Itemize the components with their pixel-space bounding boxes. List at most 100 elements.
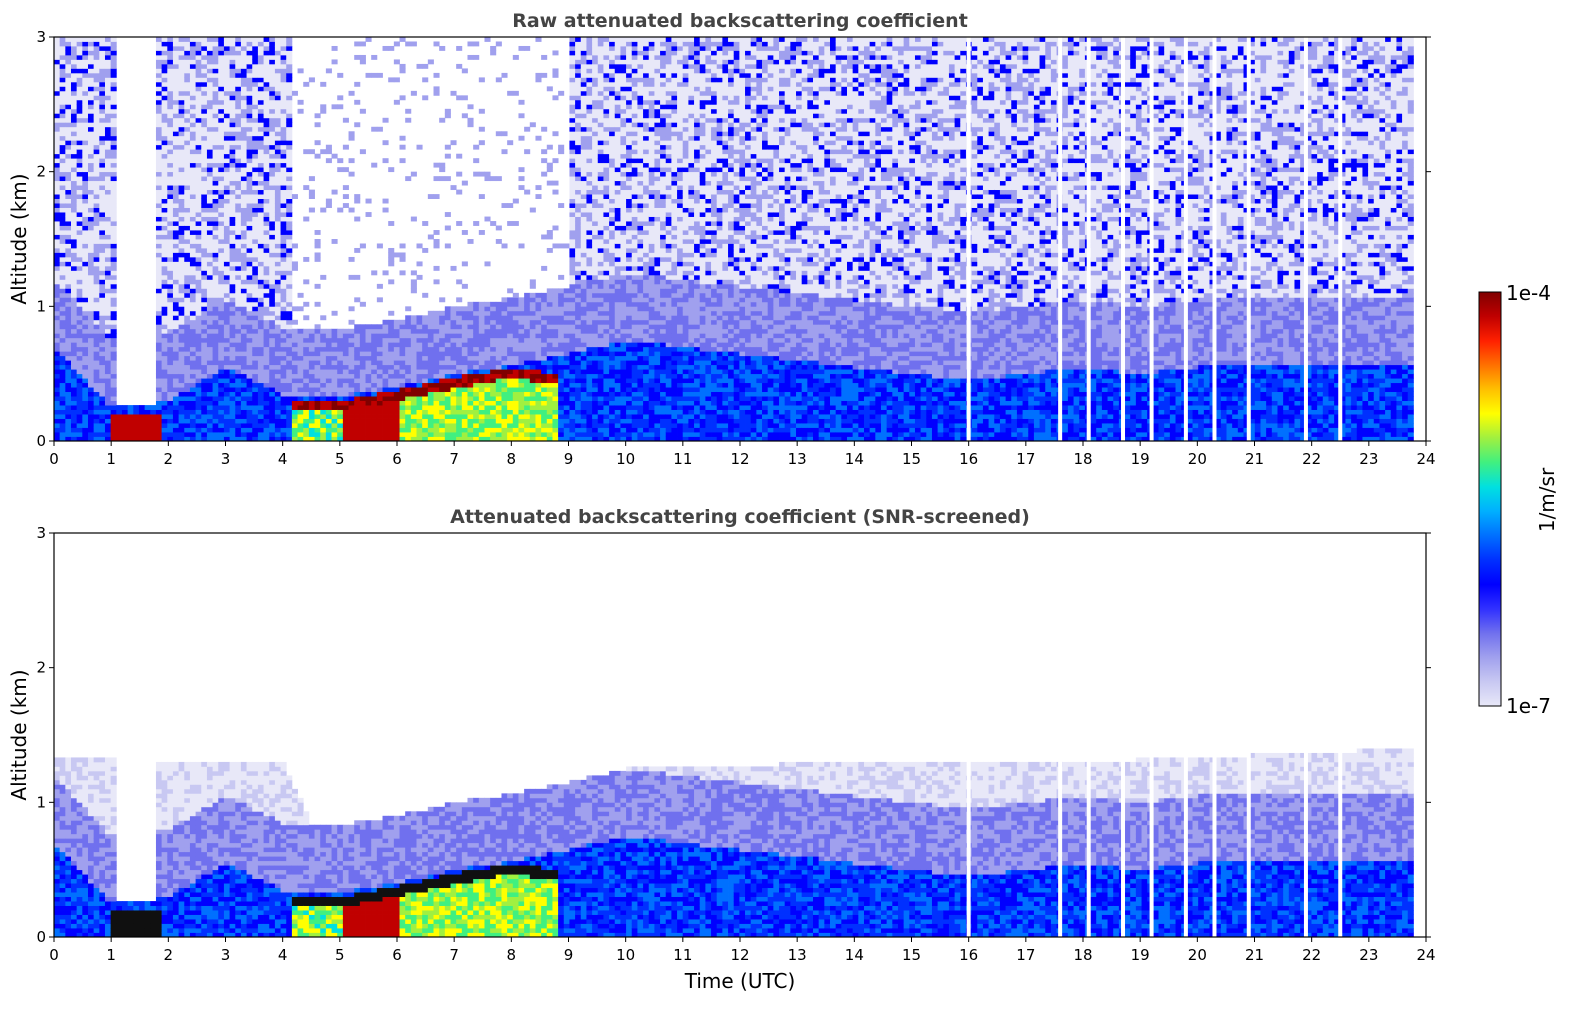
heatmap-cell [354,396,361,401]
heatmap-cell [393,405,400,410]
heatmap-cell [303,301,310,307]
heatmap-cell [422,378,429,384]
heatmap-cell [274,162,281,168]
heatmap-cell [76,72,83,78]
heatmap-cell [82,95,89,101]
heatmap-cell [195,212,202,217]
heatmap-cell [246,230,253,235]
heatmap-cell [484,369,491,375]
heatmap-cell [563,364,570,370]
heatmap-cell [172,400,180,406]
heatmap-cell [320,108,327,114]
heatmap-cell [59,86,66,92]
heatmap-cell [490,432,497,437]
heatmap-cell [178,274,185,280]
heatmap-cell [93,315,100,321]
heatmap-cell [348,328,355,334]
heatmap-cell [218,351,225,357]
heatmap-cell [184,247,191,253]
heatmap-cell [172,418,180,424]
heatmap-cell [280,221,287,226]
heatmap-cell [167,140,174,146]
heatmap-cell [484,360,491,366]
heatmap-cell [223,396,230,401]
heatmap-cell [76,324,83,330]
heatmap-cell [263,414,270,419]
heatmap-cell [286,274,293,280]
heatmap-cell [235,234,242,240]
heatmap-cell [388,279,395,285]
heatmap-cell [473,436,480,441]
heatmap-cell [155,77,163,83]
heatmap-cell [76,319,83,325]
heatmap-cell [76,122,83,128]
heatmap-cell [70,185,78,191]
heatmap-cell [337,396,344,401]
heatmap-cell [155,59,163,65]
heatmap-cell [495,333,502,339]
heatmap-cell [59,77,66,83]
heatmap-cell [569,261,576,267]
heatmap-cell [274,346,281,352]
heatmap-cell [541,315,548,321]
heatmap-cell [104,427,112,433]
heatmap-cell [325,382,332,388]
heatmap-cell [189,396,196,401]
heatmap-cell [229,135,236,141]
heatmap-cell [274,310,281,316]
heatmap-cell [393,351,400,357]
heatmap-cell [416,315,423,321]
heatmap-cell [444,144,451,150]
heatmap-cell [246,369,253,375]
heatmap-cell [456,189,463,195]
heatmap-cell [99,396,106,401]
heatmap-cell [99,288,106,294]
heatmap-cell [178,261,185,267]
heatmap-cell [65,301,72,307]
heatmap-cell [212,270,219,276]
heatmap-cell [507,306,514,312]
heatmap-cell [382,364,389,370]
heatmap-cell [269,45,276,51]
heatmap-cell [546,315,553,321]
heatmap-cell [337,364,344,370]
heatmap-cell [274,68,281,74]
heatmap-cell [240,283,247,289]
heatmap-cell [65,324,72,330]
raw-panel-title: Raw attenuated backscattering coefficien… [512,10,968,32]
heatmap-cell [512,418,519,424]
heatmap-cell [427,427,434,433]
heatmap-cell [87,41,95,47]
heatmap-cell [189,113,196,119]
heatmap-cell [563,432,570,437]
heatmap-cell [269,153,276,159]
heatmap-cell [212,135,219,141]
heatmap-cell [229,95,236,101]
heatmap-cell [189,59,196,65]
heatmap-cell [563,342,570,348]
heatmap-cell [178,243,185,249]
heatmap-cell [87,360,95,366]
heatmap-cell [189,301,196,307]
heatmap-cell [348,436,355,441]
heatmap-cell [82,373,89,379]
heatmap-cell [206,221,213,226]
heatmap-cell [376,405,383,410]
heatmap-cell [172,104,180,110]
heatmap-cell [99,104,106,110]
heatmap-cell [178,41,185,47]
heatmap-cell [240,243,247,249]
heatmap-cell [212,279,219,285]
heatmap-cell [501,378,508,384]
heatmap-cell [161,171,168,177]
heatmap-cell [467,418,474,424]
heatmap-cell [167,37,174,42]
heatmap-cell [155,355,163,361]
heatmap-cell [416,364,423,370]
heatmap-cell [167,212,174,217]
heatmap-cell [314,140,321,146]
heatmap-cell [104,364,112,370]
heatmap-cell [240,328,247,334]
heatmap-cell [127,423,134,428]
heatmap-cell [246,54,253,60]
